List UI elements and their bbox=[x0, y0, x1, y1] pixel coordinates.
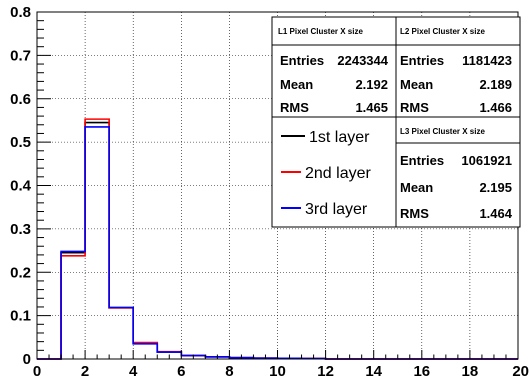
x-tick-label: 6 bbox=[177, 363, 185, 378]
y-tick-label: 0.2 bbox=[10, 264, 31, 281]
y-tick-label: 0.7 bbox=[10, 47, 31, 64]
x-tick-label: 8 bbox=[225, 363, 233, 378]
y-tick-label: 0.4 bbox=[10, 178, 32, 195]
stats-box-l3 bbox=[395, 116, 521, 228]
x-tick-label: 10 bbox=[269, 363, 286, 378]
stats-l1-rms-value: 1.465 bbox=[355, 100, 388, 115]
stats-l2-rms-value: 1.466 bbox=[479, 100, 512, 115]
stats-l1-entries-label: Entries bbox=[280, 53, 324, 68]
axis-ticks bbox=[36, 11, 519, 360]
stats-l1-mean-label: Mean bbox=[280, 77, 313, 92]
stats-l2-entries-label: Entries bbox=[400, 53, 444, 68]
stats-l2-rms-label: RMS bbox=[400, 100, 429, 115]
x-tick-label: 0 bbox=[33, 363, 41, 378]
stats-l3-mean-value: 2.195 bbox=[479, 180, 512, 195]
x-tick-label: 14 bbox=[365, 363, 382, 378]
stats-l3-rms-label: RMS bbox=[400, 206, 429, 221]
stats-l2-mean-value: 2.189 bbox=[479, 77, 512, 92]
y-tick-label: 0.8 bbox=[10, 4, 31, 21]
y-tick-label: 0 bbox=[23, 351, 31, 368]
x-tick-label: 20 bbox=[512, 363, 529, 378]
stats-legend-panel: L1 Pixel Cluster X size Entries 2243344 … bbox=[271, 16, 521, 228]
stats-box-l2 bbox=[395, 16, 521, 118]
x-tick-label: 18 bbox=[462, 363, 479, 378]
stats-box-l1 bbox=[271, 16, 397, 118]
stats-l3-mean-label: Mean bbox=[400, 180, 433, 195]
y-tick-label: 0.6 bbox=[10, 91, 31, 108]
stats-l2-entries-value: 1181423 bbox=[462, 53, 512, 68]
stats-l1-rms-label: RMS bbox=[280, 100, 309, 115]
stats-l3-entries-value: 1061921 bbox=[461, 153, 512, 168]
x-tick-label: 4 bbox=[129, 363, 138, 378]
x-tick-label: 16 bbox=[413, 363, 430, 378]
axis-tick-labels: 0 2 4 6 8 10 12 14 16 18 20 0 0.1 0.2 0.3 0.4 0.5 0.6 0.7 0… bbox=[10, 4, 529, 378]
x-tick-label: 12 bbox=[317, 363, 334, 378]
stats-l2-mean-label: Mean bbox=[400, 77, 433, 92]
y-tick-label: 0.1 bbox=[10, 308, 31, 325]
legend-label-layer2: 2nd layer bbox=[305, 165, 371, 182]
stats-l1-title: L1 Pixel Cluster X size bbox=[278, 27, 363, 36]
stats-l3-title: L3 Pixel Cluster X size bbox=[400, 127, 485, 136]
stats-l1-entries-value: 2243344 bbox=[337, 53, 388, 68]
legend-label-layer3: 3rd layer bbox=[305, 201, 368, 218]
stats-l1-mean-value: 2.192 bbox=[355, 77, 388, 92]
stats-l3-entries-label: Entries bbox=[400, 153, 444, 168]
x-tick-label: 2 bbox=[81, 363, 89, 378]
stats-l3-rms-value: 1.464 bbox=[479, 206, 512, 221]
y-tick-label: 0.5 bbox=[10, 134, 31, 151]
legend-label-layer1: 1st layer bbox=[309, 129, 370, 146]
stats-l2-title: L2 Pixel Cluster X size bbox=[400, 27, 485, 36]
y-tick-label: 0.3 bbox=[10, 221, 31, 238]
